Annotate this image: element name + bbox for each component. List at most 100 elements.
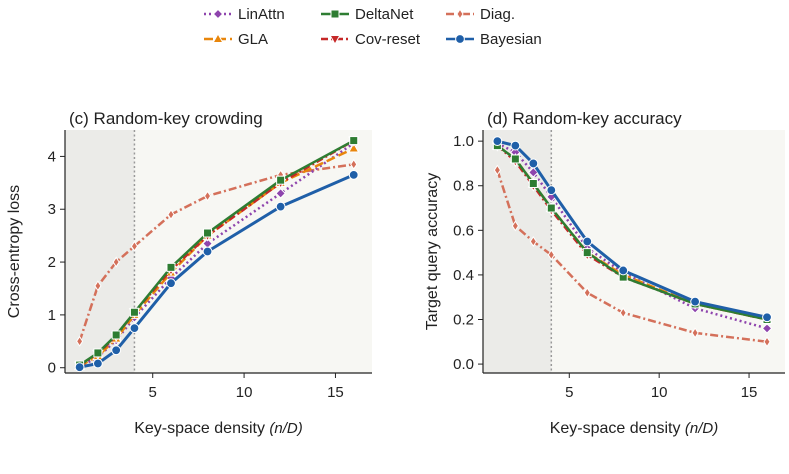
y-tick-label: 2 bbox=[48, 254, 56, 271]
y-tick-label: 1 bbox=[48, 307, 56, 324]
data-point-diag bbox=[112, 256, 120, 268]
data-point-diag bbox=[76, 335, 84, 347]
x-axis-label: Key-space density (n/D) bbox=[550, 420, 719, 437]
series-diag bbox=[76, 158, 358, 347]
x-tick-label: 15 bbox=[327, 384, 344, 401]
data-point-diag bbox=[203, 190, 212, 202]
legend-item-cov-reset: Cov-reset bbox=[321, 31, 421, 48]
data-point-diag bbox=[619, 307, 627, 319]
y-axis-label: Cross-entropy loss bbox=[6, 185, 23, 318]
legend-label-diag: Diag. bbox=[480, 6, 515, 23]
legend-label-bayesian: Bayesian bbox=[480, 31, 542, 48]
legend: LinAttn GLA DeltaNet Cov-reset Diag. Bayesian bbox=[204, 6, 542, 48]
legend-marker-gla bbox=[212, 32, 224, 43]
data-point-deltanet bbox=[111, 330, 121, 340]
data-point-diag bbox=[94, 280, 102, 292]
data-point-gla bbox=[348, 142, 360, 153]
data-point-linattn bbox=[528, 167, 539, 178]
series-bayesian bbox=[492, 136, 772, 323]
series-bayesian bbox=[74, 170, 359, 373]
legend-label-linattn: LinAttn bbox=[238, 6, 285, 23]
data-point-diag bbox=[583, 287, 591, 299]
y-tick-label: 1.0 bbox=[453, 133, 474, 150]
data-point-deltanet bbox=[582, 248, 592, 258]
y-tick-label: 3 bbox=[48, 201, 56, 218]
shaded-region bbox=[65, 130, 135, 373]
data-point-diag bbox=[511, 220, 519, 232]
data-point-bayesian bbox=[202, 246, 213, 257]
legend-label-deltanet: DeltaNet bbox=[355, 6, 414, 23]
data-point-deltanet bbox=[528, 179, 538, 189]
data-point-linattn bbox=[761, 323, 773, 334]
data-point-bayesian bbox=[690, 296, 701, 307]
y-tick-label: 0 bbox=[48, 360, 56, 377]
y-axis-label: Target query accuracy bbox=[424, 173, 441, 330]
data-point-bayesian bbox=[762, 312, 772, 323]
data-point-diag bbox=[547, 249, 555, 261]
legend-marker-cov-reset bbox=[329, 35, 341, 46]
y-tick-label: 0.2 bbox=[453, 311, 474, 328]
data-point-bayesian bbox=[510, 140, 521, 151]
legend-item-bayesian: Bayesian bbox=[446, 31, 542, 48]
data-point-deltanet bbox=[203, 228, 213, 238]
x-axis-label-math: (n/D) bbox=[269, 420, 302, 437]
legend-marker-diag bbox=[456, 8, 464, 20]
data-point-bayesian bbox=[528, 158, 539, 169]
y-tick-label: 4 bbox=[48, 148, 56, 165]
panel-title: (d) Random-key accuracy bbox=[487, 109, 682, 128]
data-point-diag bbox=[763, 336, 771, 348]
data-point-bayesian bbox=[582, 236, 593, 247]
legend-item-linattn: LinAttn bbox=[204, 6, 285, 23]
series-line-diag bbox=[496, 169, 768, 344]
series-line-linattn bbox=[496, 142, 768, 330]
legend-marker-linattn bbox=[212, 8, 224, 20]
x-tick-label: 15 bbox=[741, 384, 758, 401]
data-point-bayesian bbox=[129, 323, 140, 333]
x-tick-label: 10 bbox=[651, 384, 668, 401]
shaded-region bbox=[483, 130, 552, 373]
data-point-diag bbox=[350, 158, 358, 170]
x-axis-label-text: Key-space density bbox=[134, 420, 269, 437]
data-point-bayesian bbox=[111, 345, 122, 356]
series-line-linattn bbox=[79, 142, 355, 368]
series-line-gla bbox=[79, 147, 355, 368]
legend-marker-bayesian bbox=[455, 34, 465, 44]
data-point-deltanet bbox=[166, 262, 176, 272]
data-point-bayesian bbox=[618, 265, 629, 276]
data-point-bayesian bbox=[74, 362, 85, 373]
legend-item-gla: GLA bbox=[204, 31, 268, 48]
data-point-bayesian bbox=[546, 185, 557, 196]
data-point-bayesian bbox=[492, 136, 503, 147]
panel-title: (c) Random-key crowding bbox=[69, 109, 263, 128]
data-point-bayesian bbox=[348, 170, 359, 180]
y-tick-label: 0.0 bbox=[453, 356, 474, 373]
y-tick-label: 0.6 bbox=[453, 222, 474, 239]
data-point-diag bbox=[130, 240, 139, 252]
data-point-deltanet bbox=[349, 136, 359, 146]
y-tick-label: 0.8 bbox=[453, 178, 474, 195]
data-point-diag bbox=[529, 235, 537, 247]
x-axis-label-math: (n/D) bbox=[685, 420, 718, 437]
data-point-bayesian bbox=[92, 358, 103, 369]
data-point-deltanet bbox=[129, 307, 139, 317]
panel-random-key-crowding: 0 1 2 3 4 5 10 15 (c) Random-key crowding Key-spa… bbox=[6, 109, 372, 437]
x-tick-label: 5 bbox=[149, 384, 157, 401]
legend-label-gla: GLA bbox=[238, 31, 268, 48]
x-axis-label: Key-space density (n/D) bbox=[134, 420, 303, 437]
data-point-bayesian bbox=[275, 201, 286, 212]
data-point-diag bbox=[493, 164, 501, 176]
x-tick-label: 10 bbox=[236, 384, 253, 401]
panel-random-key-accuracy: 0.0 0.2 0.4 0.6 0.8 1.0 5 10 15 (d) Random-key ac… bbox=[424, 109, 785, 437]
legend-marker-deltanet bbox=[330, 9, 340, 19]
data-point-diag bbox=[691, 327, 699, 339]
data-point-bayesian bbox=[166, 278, 176, 289]
legend-item-diag: Diag. bbox=[446, 6, 515, 23]
data-point-deltanet bbox=[276, 175, 286, 185]
legend-label-cov-reset: Cov-reset bbox=[355, 31, 421, 48]
data-point-deltanet bbox=[546, 203, 556, 213]
data-point-deltanet bbox=[510, 154, 520, 164]
y-tick-label: 0.4 bbox=[453, 267, 474, 284]
x-tick-label: 5 bbox=[565, 384, 573, 401]
legend-item-deltanet: DeltaNet bbox=[321, 6, 414, 23]
